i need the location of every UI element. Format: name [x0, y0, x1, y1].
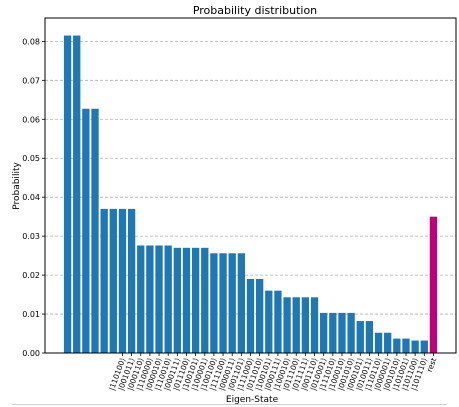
- bar: [109, 208, 117, 353]
- y-tick-label: 0.07: [22, 76, 40, 85]
- y-tick-label: 0.01: [22, 310, 40, 319]
- bar: [393, 338, 401, 353]
- bar: [173, 247, 181, 353]
- x-axis-label: Eigen-State: [226, 395, 279, 405]
- bar: [338, 312, 346, 353]
- bar: [301, 297, 310, 353]
- bar: [310, 297, 319, 353]
- bar: [356, 321, 364, 353]
- bar: [219, 253, 227, 353]
- bar: [374, 332, 383, 353]
- bar: [191, 247, 200, 353]
- y-axis-label: Probability: [12, 162, 22, 210]
- bar: [63, 35, 72, 354]
- bar: [246, 278, 255, 353]
- bar: [411, 340, 419, 353]
- y-tick-label: 0.02: [22, 271, 40, 280]
- bar: [237, 253, 246, 353]
- bar: [265, 290, 273, 353]
- bars: [63, 35, 438, 354]
- bar: [182, 247, 191, 353]
- bar: [384, 332, 392, 353]
- bar: [164, 245, 172, 353]
- bar: [320, 312, 328, 353]
- bar: [118, 208, 127, 353]
- bar: [329, 312, 337, 353]
- bar: [155, 245, 163, 353]
- bar: [201, 247, 209, 353]
- chart-title: Probability distribution: [193, 4, 317, 17]
- bar-rest: [429, 216, 438, 353]
- bar: [146, 245, 154, 353]
- bar: [365, 321, 374, 353]
- bar: [347, 312, 355, 353]
- bar: [228, 253, 236, 353]
- bar: [402, 338, 410, 353]
- y-tick-label: 0.05: [22, 154, 40, 163]
- grid-lines: [45, 40, 456, 315]
- y-tick-label: 0.08: [22, 37, 40, 46]
- y-tick-label: 0.00: [22, 349, 40, 358]
- y-tick-label: 0.04: [22, 193, 40, 202]
- y-tick-label: 0.03: [22, 232, 40, 241]
- bar: [283, 297, 291, 353]
- bar: [91, 108, 99, 353]
- bar: [255, 278, 264, 353]
- bar: [100, 208, 108, 353]
- bar: [420, 340, 428, 353]
- bar: [292, 297, 300, 353]
- y-tick-label: 0.06: [22, 115, 40, 124]
- bar: [210, 253, 218, 353]
- bar: [127, 208, 136, 353]
- bar: [73, 35, 81, 354]
- y-axis-ticks: 0.00 0.01 0.02 0.03 0.04 0.05 0.06 0.07 0.08: [22, 37, 45, 358]
- bar: [137, 245, 145, 353]
- bottom-rule: [12, 404, 447, 405]
- bar: [82, 108, 90, 353]
- x-axis-ticks: |110100⟩|001011⟩|000110⟩|110000⟩|000010⟩…: [107, 353, 438, 392]
- bar: [274, 290, 282, 353]
